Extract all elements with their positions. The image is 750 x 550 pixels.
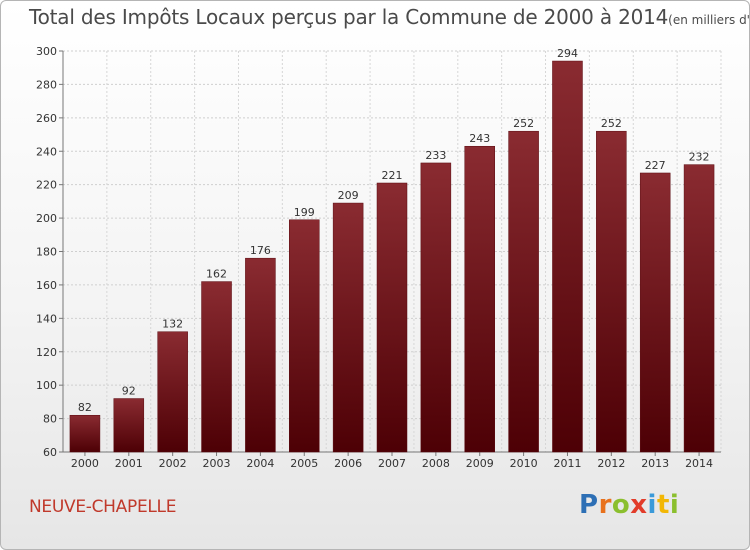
proxiti-logo: Proxiti — [579, 490, 679, 520]
x-tick-label-2001: 2001 — [115, 457, 143, 470]
y-tick-label: 120 — [36, 346, 57, 359]
x-tick-label-2012: 2012 — [597, 457, 625, 470]
value-label-2013: 227 — [645, 159, 666, 172]
x-tick-label-2011: 2011 — [553, 457, 581, 470]
bar-2011 — [552, 60, 583, 453]
value-label-2007: 221 — [382, 169, 403, 182]
x-tick-label-2003: 2003 — [203, 457, 231, 470]
x-tick-label-2014: 2014 — [685, 457, 713, 470]
logo-letter: P — [579, 490, 599, 520]
logo-letter: t — [656, 490, 670, 520]
y-tick-label: 220 — [36, 179, 57, 192]
bar-2005 — [289, 219, 320, 453]
y-tick-label: 60 — [43, 446, 57, 459]
value-label-2004: 176 — [250, 244, 271, 257]
x-tick-label-2006: 2006 — [334, 457, 362, 470]
bar-2014 — [683, 164, 715, 453]
y-tick-label: 100 — [36, 379, 57, 392]
value-label-2006: 209 — [338, 189, 359, 202]
value-label-2009: 243 — [469, 132, 490, 145]
bar-2002 — [157, 331, 188, 453]
commune-name: NEUVE-CHAPELLE — [29, 497, 177, 517]
value-label-2005: 199 — [294, 206, 315, 219]
value-label-2010: 252 — [513, 117, 534, 130]
bar-2013 — [639, 172, 671, 453]
y-tick-label: 300 — [36, 45, 57, 58]
labels: 60 80 100 120 140 160 180 200 220 240 260 280 300 82 2… — [36, 45, 713, 470]
value-label-2011: 294 — [557, 47, 578, 60]
x-tick-label-2007: 2007 — [378, 457, 406, 470]
y-tick-label: 200 — [36, 212, 57, 225]
x-tick-label-2005: 2005 — [290, 457, 318, 470]
value-label-2012: 252 — [601, 117, 622, 130]
chart-title: Total des Impôts Locaux perçus par la Co… — [29, 5, 669, 29]
x-tick-label-2013: 2013 — [641, 457, 669, 470]
chart-subtitle: (en milliers d'€) — [668, 13, 750, 27]
x-tick-label-2010: 2010 — [510, 457, 538, 470]
logo-letter: o — [611, 490, 631, 520]
bar-2008 — [420, 162, 452, 453]
y-tick-label: 280 — [36, 78, 57, 91]
x-tick-label-2008: 2008 — [422, 457, 450, 470]
logo-letter: i — [647, 490, 657, 520]
value-label-2002: 132 — [162, 318, 183, 331]
value-label-2000: 82 — [78, 401, 92, 414]
bar-2003 — [201, 281, 232, 453]
logo-letter: i — [669, 490, 680, 520]
value-label-2014: 232 — [689, 151, 710, 164]
logo-letter: r — [598, 490, 612, 520]
bar-2001 — [113, 398, 145, 453]
chart-title-group: Total des Impôts Locaux perçus par la Co… — [29, 5, 750, 29]
y-tick-label: 180 — [36, 246, 57, 259]
value-label-2003: 162 — [206, 268, 227, 281]
bar-2009 — [464, 145, 495, 453]
bars — [69, 60, 715, 453]
x-tick-label-2009: 2009 — [466, 457, 494, 470]
x-tick-label-2004: 2004 — [246, 457, 274, 470]
y-tick-label: 80 — [43, 413, 57, 426]
bar-2007 — [376, 182, 408, 453]
logo-letter: x — [630, 490, 648, 520]
value-label-2008: 233 — [425, 149, 446, 162]
bar-2004 — [245, 257, 276, 453]
bar-2010 — [508, 130, 539, 453]
y-tick-label: 140 — [36, 312, 57, 325]
bar-2000 — [69, 414, 101, 453]
y-tick-label: 260 — [36, 112, 57, 125]
bar-2012 — [596, 130, 627, 453]
x-tick-label-2002: 2002 — [159, 457, 187, 470]
value-label-2001: 92 — [122, 385, 136, 398]
y-tick-label: 240 — [36, 145, 57, 158]
bar-2006 — [332, 202, 364, 453]
y-tick-label: 160 — [36, 279, 57, 292]
x-tick-label-2000: 2000 — [71, 457, 99, 470]
